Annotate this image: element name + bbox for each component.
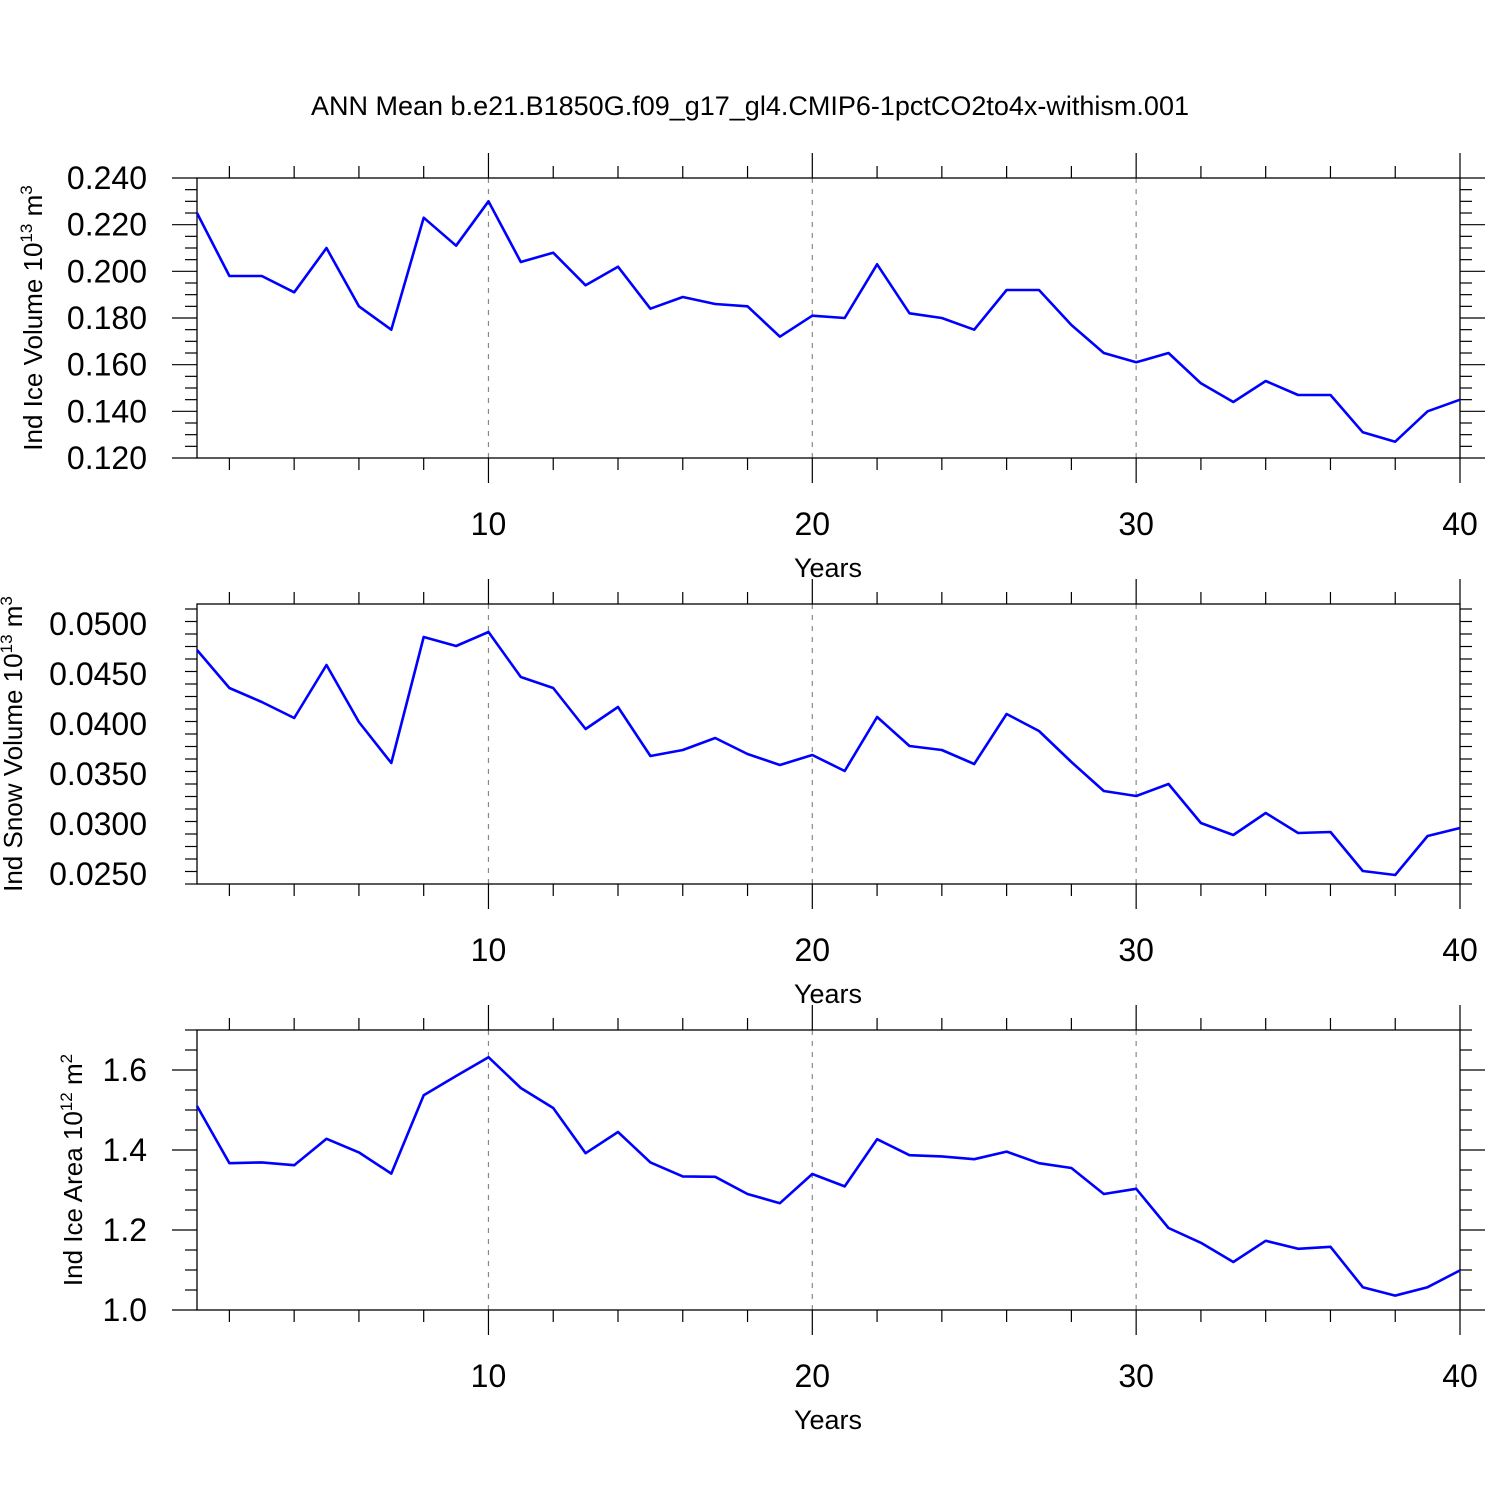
y-tick-label: 1.2	[103, 1212, 147, 1248]
y-tick-label: 0.160	[67, 347, 147, 383]
y-tick-label: 0.0400	[49, 706, 147, 742]
y-tick-label: 0.240	[67, 160, 147, 196]
y-axis-label-exponent: 12	[57, 1092, 76, 1111]
x-tick-label: 30	[1118, 1358, 1154, 1394]
y-tick-label: 0.200	[67, 253, 147, 289]
panel-ice-area: 10 20 30 40 Years 1.0 1.2 1.4 1.6 Ind Ice Area 10…	[57, 1005, 1485, 1435]
y-tick-label: 0.0300	[49, 806, 147, 842]
y-tick-label: 0.0350	[49, 756, 147, 792]
y-axis-label-exponent: 13	[17, 224, 36, 243]
y-axis-label: Ind Ice Volume 1013 m3	[17, 185, 48, 450]
y-axis-label-text: Ind Ice Area 10	[58, 1111, 88, 1286]
y-tick-label: 1.0	[103, 1292, 147, 1328]
x-tick-label: 40	[1442, 506, 1478, 542]
y-axis-label: Ind Snow Volume 1013 m3	[0, 596, 28, 892]
y-tick-label: 0.180	[67, 300, 147, 336]
x-axis-label: Years	[794, 979, 862, 1009]
series-line	[195, 1055, 1461, 1297]
x-tick-label: 40	[1442, 932, 1478, 968]
x-tick-label: 40	[1442, 1358, 1478, 1394]
x-tick-label: 20	[795, 932, 831, 968]
y-tick-label: 0.0250	[49, 856, 147, 892]
x-axis-label: Years	[794, 1405, 862, 1435]
x-tick-label: 10	[471, 506, 507, 542]
x-tick-label: 20	[795, 1358, 831, 1394]
x-tick-label: 10	[471, 1358, 507, 1394]
panel-snow-volume: 10 20 30 40 Years 0.0250 0.0300 0.0350 0.0400 0.0…	[0, 579, 1478, 1009]
y-tick-label: 0.0500	[49, 606, 147, 642]
y-axis-label-unit: m	[58, 1063, 88, 1092]
y-axis-label-text: Ind Snow Volume 10	[0, 653, 28, 892]
series-line	[195, 200, 1461, 444]
y-axis-label-unit-exponent: 3	[0, 596, 16, 605]
y-tick-label: 0.0450	[49, 656, 147, 692]
y-axis-label-exponent: 13	[0, 634, 16, 653]
y-axis-label-unit-exponent: 2	[57, 1054, 76, 1063]
y-axis-label: Ind Ice Area 1012 m2	[57, 1054, 88, 1286]
plot-frame	[196, 603, 1461, 885]
y-tick-label: 1.4	[103, 1132, 147, 1168]
y-axis-label-unit: m	[0, 606, 28, 635]
y-tick-label: 0.120	[67, 440, 147, 476]
x-tick-label: 30	[1118, 932, 1154, 968]
x-tick-label: 10	[471, 932, 507, 968]
y-tick-label: 0.220	[67, 207, 147, 243]
y-axis-label-unit: m	[18, 195, 48, 224]
y-tick-label: 0.140	[67, 393, 147, 429]
x-tick-label: 30	[1118, 506, 1154, 542]
series-line	[196, 630, 1461, 877]
y-axis-label-unit-exponent: 3	[17, 185, 36, 194]
x-axis-label: Years	[794, 553, 862, 583]
figure-title: ANN Mean b.e21.B1850G.f09_g17_gl4.CMIP6-…	[311, 91, 1189, 121]
y-axis-label-text: Ind Ice Volume 10	[18, 243, 48, 451]
y-tick-label: 1.6	[103, 1052, 147, 1088]
x-tick-label: 20	[795, 506, 831, 542]
panel-ice-volume: 10 20 30 40 Years 0.120 0.140 0.160 0.180 0.200 0.…	[17, 153, 1485, 583]
